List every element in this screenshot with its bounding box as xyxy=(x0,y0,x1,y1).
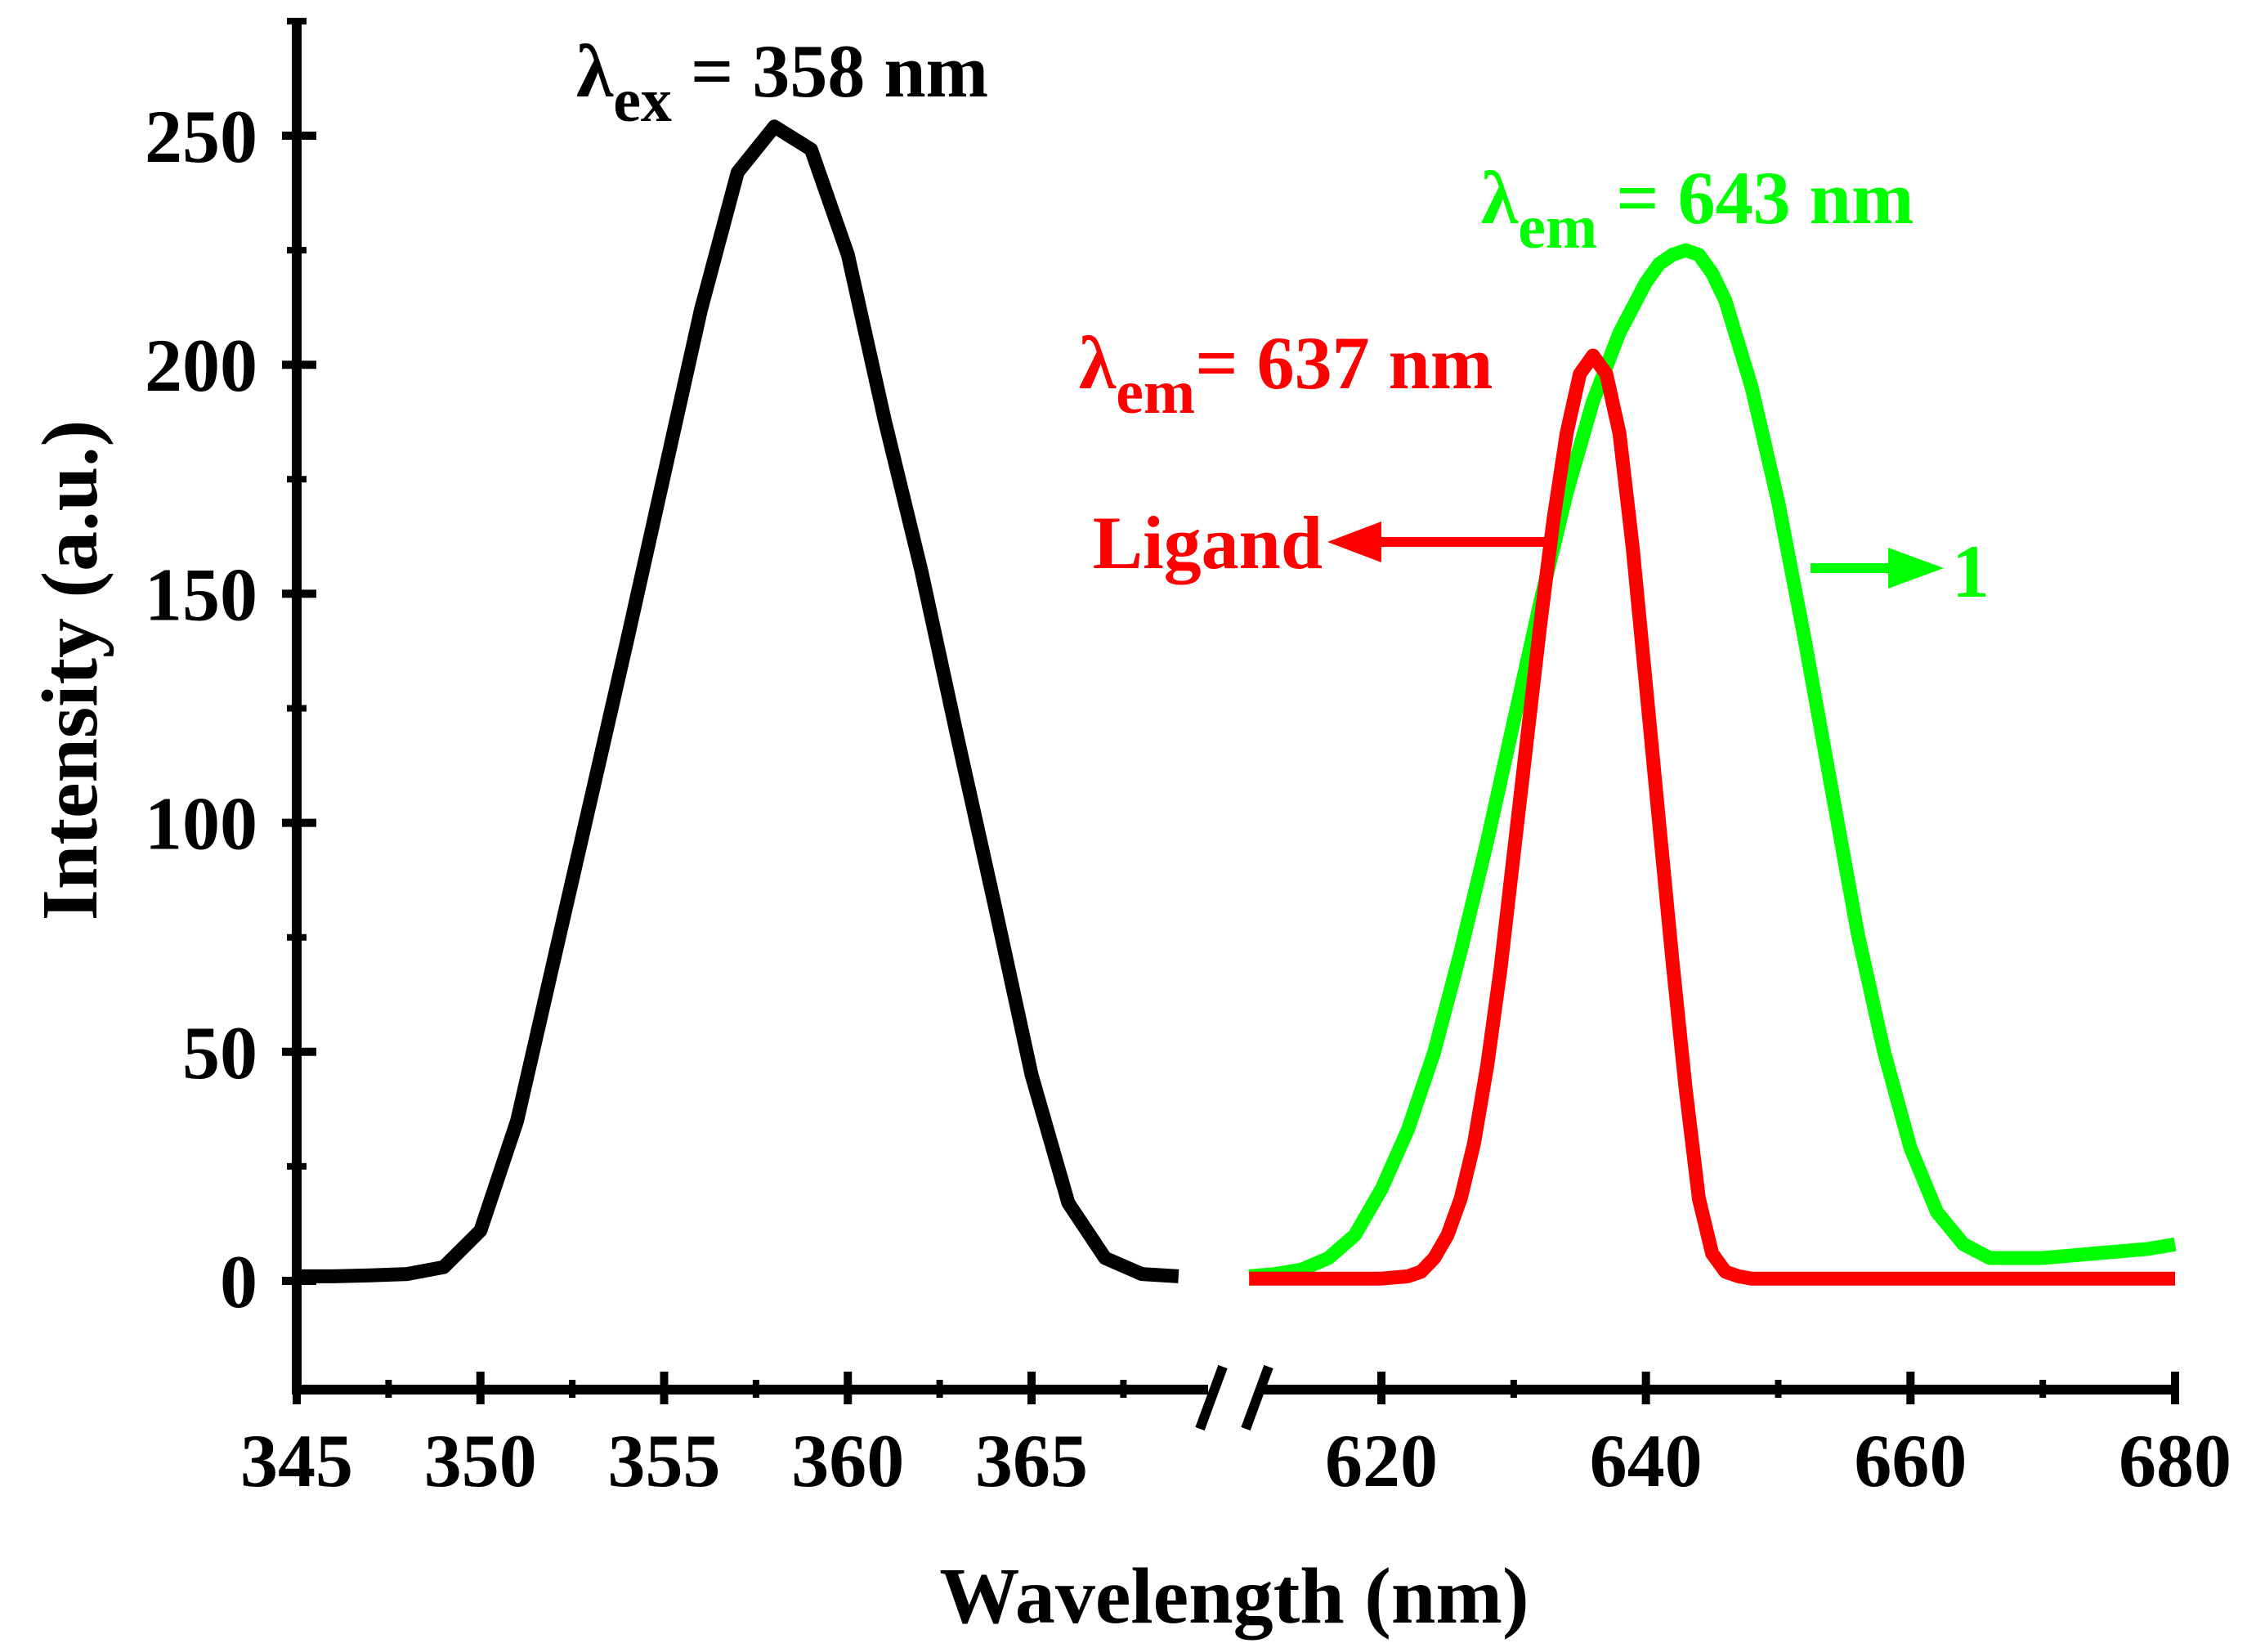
y-axis-title: Intensity (a.u.) xyxy=(26,420,114,921)
axis-break-mark xyxy=(1241,1364,1273,1431)
x-tick-label: 680 xyxy=(2119,1419,2231,1502)
x-tick-label: 640 xyxy=(1590,1419,1703,1502)
ligand-legend-arrowhead xyxy=(1327,522,1381,562)
ligand-emission-label: λem= 637 nm xyxy=(1079,321,1493,427)
x-tick-label: 620 xyxy=(1325,1419,1438,1502)
axes xyxy=(292,18,2175,1431)
x-tick-label: 660 xyxy=(1854,1419,1967,1502)
x-tick-label: 350 xyxy=(424,1419,537,1502)
x-axis-title: Wavelength (nm) xyxy=(939,1552,1529,1641)
complex-legend-arrowhead xyxy=(1888,548,1944,589)
excitation-label: λex = 358 nm xyxy=(576,29,988,135)
y-tick-label: 150 xyxy=(145,553,257,636)
x-tick-label: 365 xyxy=(975,1419,1088,1502)
complex-legend-label: 1 xyxy=(1952,530,1990,613)
y-tick-label: 50 xyxy=(182,1011,257,1095)
y-tick-label: 250 xyxy=(145,95,257,178)
y-tick-label: 0 xyxy=(220,1240,257,1323)
series-line-excitation xyxy=(297,119,1179,1283)
ligand-legend-label: Ligand xyxy=(1093,501,1323,584)
x-tick-label: 360 xyxy=(791,1419,904,1502)
series-line-1 xyxy=(1248,243,2177,1283)
complex-emission-label: λem = 643 nm xyxy=(1481,156,1914,262)
axis-break-mark xyxy=(1195,1364,1228,1431)
x-tick-label: 345 xyxy=(240,1419,353,1502)
y-tick-label: 100 xyxy=(145,782,257,866)
x-tick-label: 355 xyxy=(608,1419,721,1502)
y-tick-label: 200 xyxy=(145,324,257,407)
series-line-ligand xyxy=(1249,348,2175,1286)
